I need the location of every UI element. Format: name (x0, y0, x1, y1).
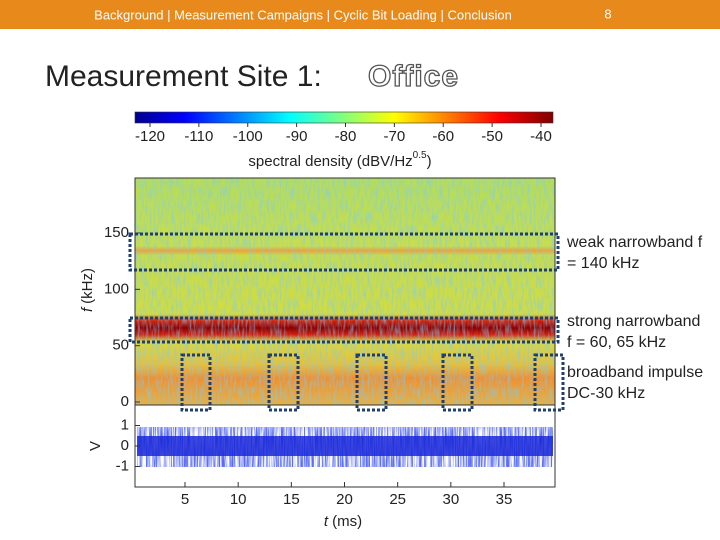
highlight-box (180, 353, 212, 412)
colorbar-tick-label: -70 (384, 128, 406, 145)
y-tick-label: 1 (121, 416, 129, 433)
highlight-box (128, 232, 560, 272)
waveform-xlabel: t (ms) (324, 513, 362, 530)
annotation: = 140 kHz (567, 255, 639, 272)
x-tick-label: 10 (230, 491, 247, 508)
x-tick-label: 15 (283, 491, 300, 508)
annotation: strong narrowband (567, 313, 700, 330)
y-tick-label: -1 (116, 457, 129, 474)
colorbar-tick-label: -90 (286, 128, 308, 145)
page-number: 8 (604, 6, 611, 21)
x-tick-label: 25 (389, 491, 406, 508)
y-tick-label: 100 (104, 280, 129, 297)
x-tick-label: 35 (496, 491, 513, 508)
nav[interactable]: Background | Measurement Campaigns | Cyc… (94, 7, 512, 22)
highlight-box (441, 353, 474, 412)
colorbar-label-sup: 0.5 (413, 150, 427, 161)
colorbar-tick-label: -60 (432, 128, 454, 145)
highlight-box (533, 353, 565, 412)
annotation: broadband impulse (567, 364, 703, 381)
colorbar-label-main: spectral density (dBV/Hz (248, 153, 412, 170)
x-tick-label: 5 (181, 491, 189, 508)
waveform-ylabel: V (87, 441, 104, 451)
header-bar (0, 0, 720, 29)
highlight-box (355, 353, 388, 412)
colorbar-tick-label: -120 (135, 128, 165, 145)
x-tick-label: 20 (336, 491, 353, 508)
colorbar-label-end: ) (427, 153, 432, 170)
colorbar-tick-label: -40 (530, 128, 552, 145)
waveform-core (137, 436, 553, 456)
y-tick-label: 0 (121, 393, 129, 410)
ylabel-unit: (kHz) (79, 268, 96, 304)
ylabel-var: f (79, 306, 96, 312)
colorbar (134, 111, 554, 124)
spectrogram-texture (135, 178, 555, 405)
xlabel-unit: (ms) (332, 513, 362, 530)
colorbar-tick-label: -80 (335, 128, 357, 145)
slide-title: Measurement Site 1: (45, 60, 322, 93)
annotation: DC-30 kHz (567, 385, 645, 402)
xlabel-var: t (324, 513, 329, 530)
colorbar-tick-label: -50 (481, 128, 503, 145)
y-tick-label: 50 (112, 337, 129, 354)
annotation: f = 60, 65 kHz (567, 334, 666, 351)
annotation: weak narrowband f (566, 234, 703, 251)
title-highlight: Office (368, 60, 459, 93)
y-tick-label: 0 (121, 437, 129, 454)
y-tick-label: 150 (104, 224, 129, 241)
highlight-box (267, 353, 300, 412)
colorbar-tick-label: -100 (233, 128, 263, 145)
colorbar-label: spectral density (dBV/Hz0.5) (248, 150, 431, 170)
spectrogram-ylabel: f (kHz) (79, 268, 96, 312)
x-tick-label: 30 (442, 491, 459, 508)
highlight-box (128, 316, 560, 344)
colorbar-tick-label: -110 (184, 128, 213, 145)
